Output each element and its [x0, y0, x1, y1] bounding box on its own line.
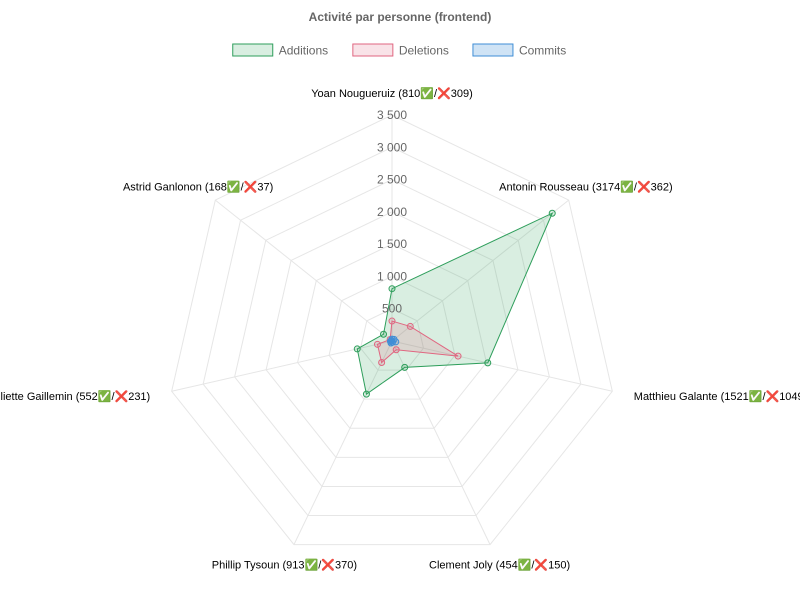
- point-commits-7[interactable]: [387, 337, 395, 345]
- grid-spoke-4: [391, 340, 491, 545]
- grid-spoke-5: [293, 340, 393, 545]
- axis-label-1: Yoan Nougueruiz (810✅/❌309): [311, 87, 473, 100]
- grid-ring-2: [328, 275, 456, 400]
- point-additions-5[interactable]: [362, 390, 370, 398]
- axis-labels: Yoan Nougueruiz (810✅/❌309) Antonin Rouss…: [0, 87, 800, 571]
- axis-label-7: Astrid Ganlonon (168✅/❌37): [123, 180, 273, 193]
- axis-label-3: Matthieu Galante (1521✅/❌1049): [634, 390, 800, 403]
- radial-ticks: 500 1 000 1 500 2 000 2 500 3 000 3 500: [377, 108, 407, 316]
- point-deletions-2[interactable]: [406, 322, 414, 330]
- grid-ring-5: [234, 179, 550, 487]
- series-layer: [353, 209, 556, 398]
- grid-spoke-6: [171, 340, 393, 392]
- legend-label-commits[interactable]: Commits: [519, 44, 566, 58]
- tick-label-3: 1 500: [377, 237, 407, 251]
- point-additions-4[interactable]: [401, 363, 409, 371]
- point-additions-3[interactable]: [484, 359, 492, 367]
- legend-label-additions[interactable]: Additions: [279, 44, 328, 58]
- tick-label-7: 3 500: [377, 108, 407, 122]
- tick-label-2: 1 000: [377, 269, 407, 283]
- grid-ring-3: [297, 243, 487, 429]
- legend: Additions Deletions Commits: [232, 43, 566, 58]
- tick-label-4: 2 000: [377, 205, 407, 219]
- series-commits: [386, 335, 400, 347]
- point-deletions-6[interactable]: [373, 340, 381, 348]
- legend-swatch-deletions[interactable]: [352, 43, 394, 57]
- grid-ring-4: [265, 211, 519, 458]
- axis-label-6: Juliette Gaillemin (552✅/❌231): [0, 390, 150, 403]
- point-additions-1[interactable]: [388, 285, 396, 293]
- axis-label-2: Antonin Rousseau (3174✅/❌362): [499, 180, 673, 193]
- tick-label-5: 2 500: [377, 173, 407, 187]
- axis-label-5: Phillip Tysoun (913✅/❌370): [212, 558, 357, 571]
- grid-ring-6: [202, 146, 582, 517]
- point-deletions-1[interactable]: [388, 317, 396, 325]
- grid-spoke-2: [391, 199, 570, 342]
- legend-label-deletions[interactable]: Deletions: [399, 44, 449, 58]
- legend-swatch-additions[interactable]: [232, 43, 274, 57]
- tick-label-6: 3 000: [377, 140, 407, 154]
- grid-spoke-3: [391, 340, 613, 392]
- point-deletions-3[interactable]: [454, 352, 462, 360]
- tick-label-1: 500: [382, 302, 402, 316]
- grid-ring-7: [171, 114, 613, 546]
- point-additions-6[interactable]: [353, 345, 361, 353]
- series-area-additions: [356, 212, 554, 395]
- chart-title: Activité par personne (frontend): [309, 10, 492, 24]
- grid: [171, 114, 613, 546]
- series-additions: [353, 209, 556, 398]
- point-deletions-4[interactable]: [392, 346, 400, 354]
- grid-ring-1: [359, 308, 425, 371]
- grid-spoke-7: [214, 199, 393, 342]
- point-additions-2[interactable]: [548, 209, 556, 217]
- axis-label-4: Clement Joly (454✅/❌150): [429, 558, 570, 571]
- point-deletions-5[interactable]: [378, 359, 386, 367]
- point-additions-7[interactable]: [380, 330, 388, 338]
- legend-swatch-commits[interactable]: [472, 43, 514, 57]
